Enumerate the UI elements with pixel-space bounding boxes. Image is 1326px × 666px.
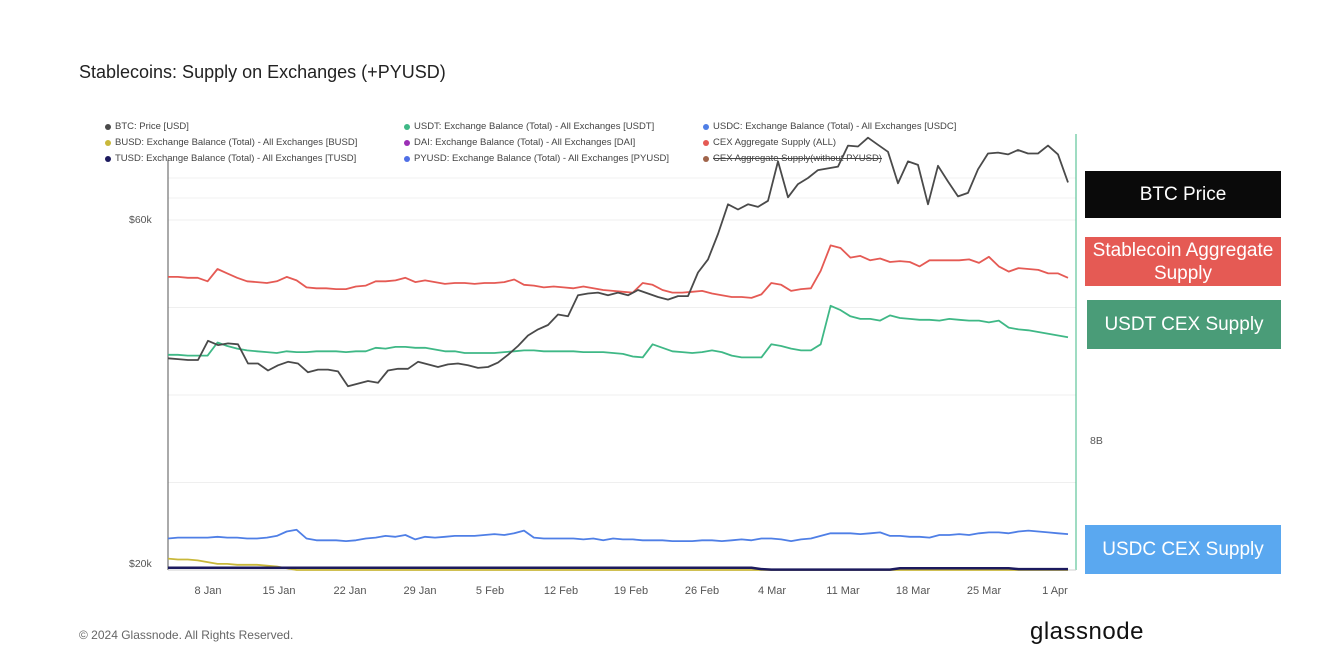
x-tick: 12 Feb [543,585,579,597]
grid-lines [168,177,1076,483]
legend-item-tusd[interactable]: TUSD: Exchange Balance (Total) - All Exc… [105,153,356,164]
chart-title: Stablecoins: Supply on Exchanges (+PYUSD… [79,62,446,82]
legend-dot-icon [703,155,709,162]
stablecoin-aggregate-supply-tag: Stablecoin Aggregate Supply [1085,237,1281,286]
series-lines [167,136,1069,571]
usdc-cex-supply-tag: USDC CEX Supply [1085,525,1281,574]
legend-item-cex-aggregate-without-pyusd[interactable]: CEX Aggregate Supply(without PYUSD) [703,153,882,164]
series-line-usdc [167,528,1069,542]
legend-dot-icon [703,123,709,130]
usdt-cex-supply-tag: USDT CEX Supply [1087,300,1281,349]
x-tick: 11 Mar [826,585,860,597]
x-tick: 26 Feb [684,585,720,597]
legend-item-busd[interactable]: BUSD: Exchange Balance (Total) - All Exc… [105,137,357,148]
legend-dot-icon [703,139,709,146]
series-line-busd [167,557,1068,571]
x-tick: 1 Apr [1042,585,1068,597]
glassnode-logo: glassnode [1030,618,1144,645]
y-right-tick-8b: 8B [1090,435,1103,447]
copyright: © 2024 Glassnode. All Rights Reserved. [79,628,294,642]
legend-dot-icon [105,155,111,162]
x-tick: 15 Jan [262,585,296,597]
x-tick: 18 Mar [895,585,931,597]
x-tick: 25 Mar [966,585,1002,597]
x-tick: 8 Jan [194,585,222,597]
legend-item-usdt[interactable]: USDT: Exchange Balance (Total) - All Exc… [404,121,654,132]
legend-item-cex-aggregate[interactable]: CEX Aggregate Supply (ALL) [703,137,836,148]
y-left-tick-60k: $60k [129,214,152,226]
legend-item-pyusd[interactable]: PYUSD: Exchange Balance (Total) - All Ex… [404,153,669,164]
legend-dot-icon [105,139,111,146]
x-tick: 4 Mar [757,585,787,597]
x-tick: 19 Feb [613,585,649,597]
btc-price-tag: BTC Price [1085,171,1281,218]
legend-item-dai[interactable]: DAI: Exchange Balance (Total) - All Exch… [404,137,635,148]
x-tick: 22 Jan [333,585,367,597]
x-tick: 29 Jan [403,585,437,597]
legend-dot-icon [404,123,410,130]
series-line-tusd [168,566,1068,571]
legend-item-btc-price[interactable]: BTC: Price [USD] [105,121,189,132]
legend-dot-icon [105,123,111,130]
y-left-tick-20k: $20k [129,558,152,570]
series-line-cex-aggregate-supply-all- [168,244,1069,299]
legend-dot-icon [404,139,410,146]
series-line-usdt [168,304,1069,359]
legend-item-usdc[interactable]: USDC: Exchange Balance (Total) - All Exc… [703,121,956,132]
series-line-btc [167,136,1069,388]
x-tick: 5 Feb [475,585,505,597]
legend-dot-icon [404,155,410,162]
